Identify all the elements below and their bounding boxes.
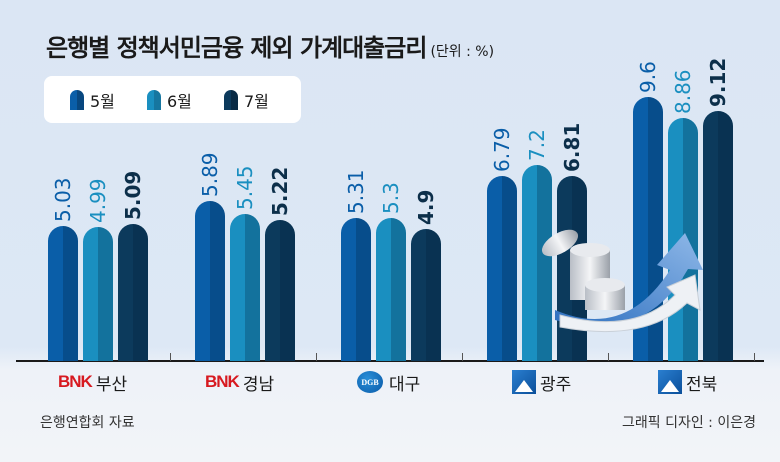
bar-shade bbox=[356, 218, 371, 361]
jb-logo-icon bbox=[512, 370, 536, 394]
value-label: 4.9 bbox=[414, 189, 438, 225]
legend-swatch-june bbox=[147, 89, 161, 110]
category-label: BNK 경남 bbox=[205, 368, 274, 396]
value-label: 5.89 bbox=[198, 152, 222, 197]
x-axis-tick bbox=[608, 353, 609, 361]
chart-title: 은행별 정책서민금융 제외 가계대출금리 (단위 : %) bbox=[46, 28, 494, 63]
value-label: 5.3 bbox=[379, 182, 403, 214]
bar-shade bbox=[280, 220, 295, 361]
legend-item-june: 6월 bbox=[147, 88, 224, 112]
plot-area: 5.03 5.89 5.31 6.79 9.6 4.99 5.45 5.3 7.2 8.86 5.0… bbox=[16, 57, 764, 362]
jb-logo-icon bbox=[658, 370, 682, 394]
bar-july bbox=[557, 176, 587, 361]
category-label: 광주 bbox=[512, 368, 571, 396]
value-label: 5.22 bbox=[268, 166, 292, 216]
source-note: 은행연합회 자료 bbox=[40, 415, 135, 431]
bar-shade bbox=[718, 111, 733, 361]
bar-shade bbox=[63, 226, 78, 361]
value-label: 4.99 bbox=[86, 178, 110, 223]
bar-july bbox=[703, 111, 733, 361]
dgb-logo-icon: DGB bbox=[357, 371, 383, 393]
x-axis-tick bbox=[316, 353, 317, 361]
bar-shade bbox=[683, 118, 698, 361]
value-label: 6.81 bbox=[560, 122, 584, 172]
value-label: 5.09 bbox=[121, 170, 145, 220]
value-label: 5.31 bbox=[344, 169, 368, 214]
value-label: 7.2 bbox=[525, 129, 549, 161]
category-label: 전북 bbox=[658, 368, 717, 396]
value-label: 8.86 bbox=[671, 69, 695, 114]
legend-swatch-may bbox=[70, 89, 84, 110]
value-label: 5.03 bbox=[51, 177, 75, 222]
bar-june bbox=[522, 165, 552, 361]
value-label: 5.45 bbox=[233, 165, 257, 210]
category-name: 광주 bbox=[540, 374, 572, 395]
x-axis-tick bbox=[170, 353, 171, 361]
x-axis-tick bbox=[754, 353, 755, 361]
value-label: 9.6 bbox=[636, 61, 660, 93]
value-label: 9.12 bbox=[706, 57, 730, 107]
x-axis-tick bbox=[462, 353, 463, 361]
bar-july bbox=[411, 229, 441, 361]
category-name: 부산 bbox=[95, 374, 128, 395]
bar-june bbox=[83, 227, 113, 361]
bar-june bbox=[376, 218, 406, 361]
bar-shade bbox=[572, 176, 587, 361]
bar-june bbox=[668, 118, 698, 361]
legend-swatch-july bbox=[224, 89, 238, 110]
bnk-logo-icon: BNK bbox=[205, 372, 240, 391]
bar-may bbox=[48, 226, 78, 361]
bnk-logo-icon: BNK bbox=[58, 372, 93, 391]
legend-item-may: 5월 bbox=[70, 88, 147, 112]
legend-label: 5월 bbox=[90, 91, 115, 111]
category-name: 경남 bbox=[242, 374, 275, 395]
bar-shade bbox=[133, 224, 148, 361]
unit-label: (단위 : %) bbox=[430, 44, 495, 60]
category-axis: BNK 부산 BNK 경남 DGB 대구 광주 전북 bbox=[0, 368, 780, 398]
bar-july bbox=[265, 220, 295, 361]
bar-shade bbox=[245, 214, 260, 361]
legend-item-july: 7월 bbox=[224, 88, 301, 112]
x-axis-line bbox=[16, 360, 764, 362]
bar-may bbox=[633, 97, 663, 361]
bar-shade bbox=[537, 165, 552, 361]
category-label: BNK 부산 bbox=[58, 368, 127, 396]
legend-label: 6월 bbox=[167, 91, 192, 111]
bar-shade bbox=[98, 227, 113, 361]
bar-shade bbox=[391, 218, 406, 361]
category-name: 대구 bbox=[389, 374, 421, 395]
bar-may bbox=[341, 218, 371, 361]
bar-june bbox=[230, 214, 260, 361]
value-label: 6.79 bbox=[490, 127, 514, 172]
legend-label: 7월 bbox=[244, 91, 269, 111]
credit-note: 그래픽 디자인 : 이은경 bbox=[622, 415, 756, 431]
category-name: 전북 bbox=[686, 374, 718, 395]
bar-shade bbox=[502, 176, 517, 361]
bar-may bbox=[487, 176, 517, 361]
bar-shade bbox=[648, 97, 663, 361]
bar-may bbox=[195, 201, 225, 361]
bar-shade bbox=[426, 229, 441, 361]
chart-title-text: 은행별 정책서민금융 제외 가계대출금리 bbox=[46, 34, 427, 62]
bar-july bbox=[118, 224, 148, 361]
category-label: DGB 대구 bbox=[357, 368, 420, 396]
legend: 5월 6월 7월 bbox=[44, 76, 301, 123]
bar-shade bbox=[210, 201, 225, 361]
